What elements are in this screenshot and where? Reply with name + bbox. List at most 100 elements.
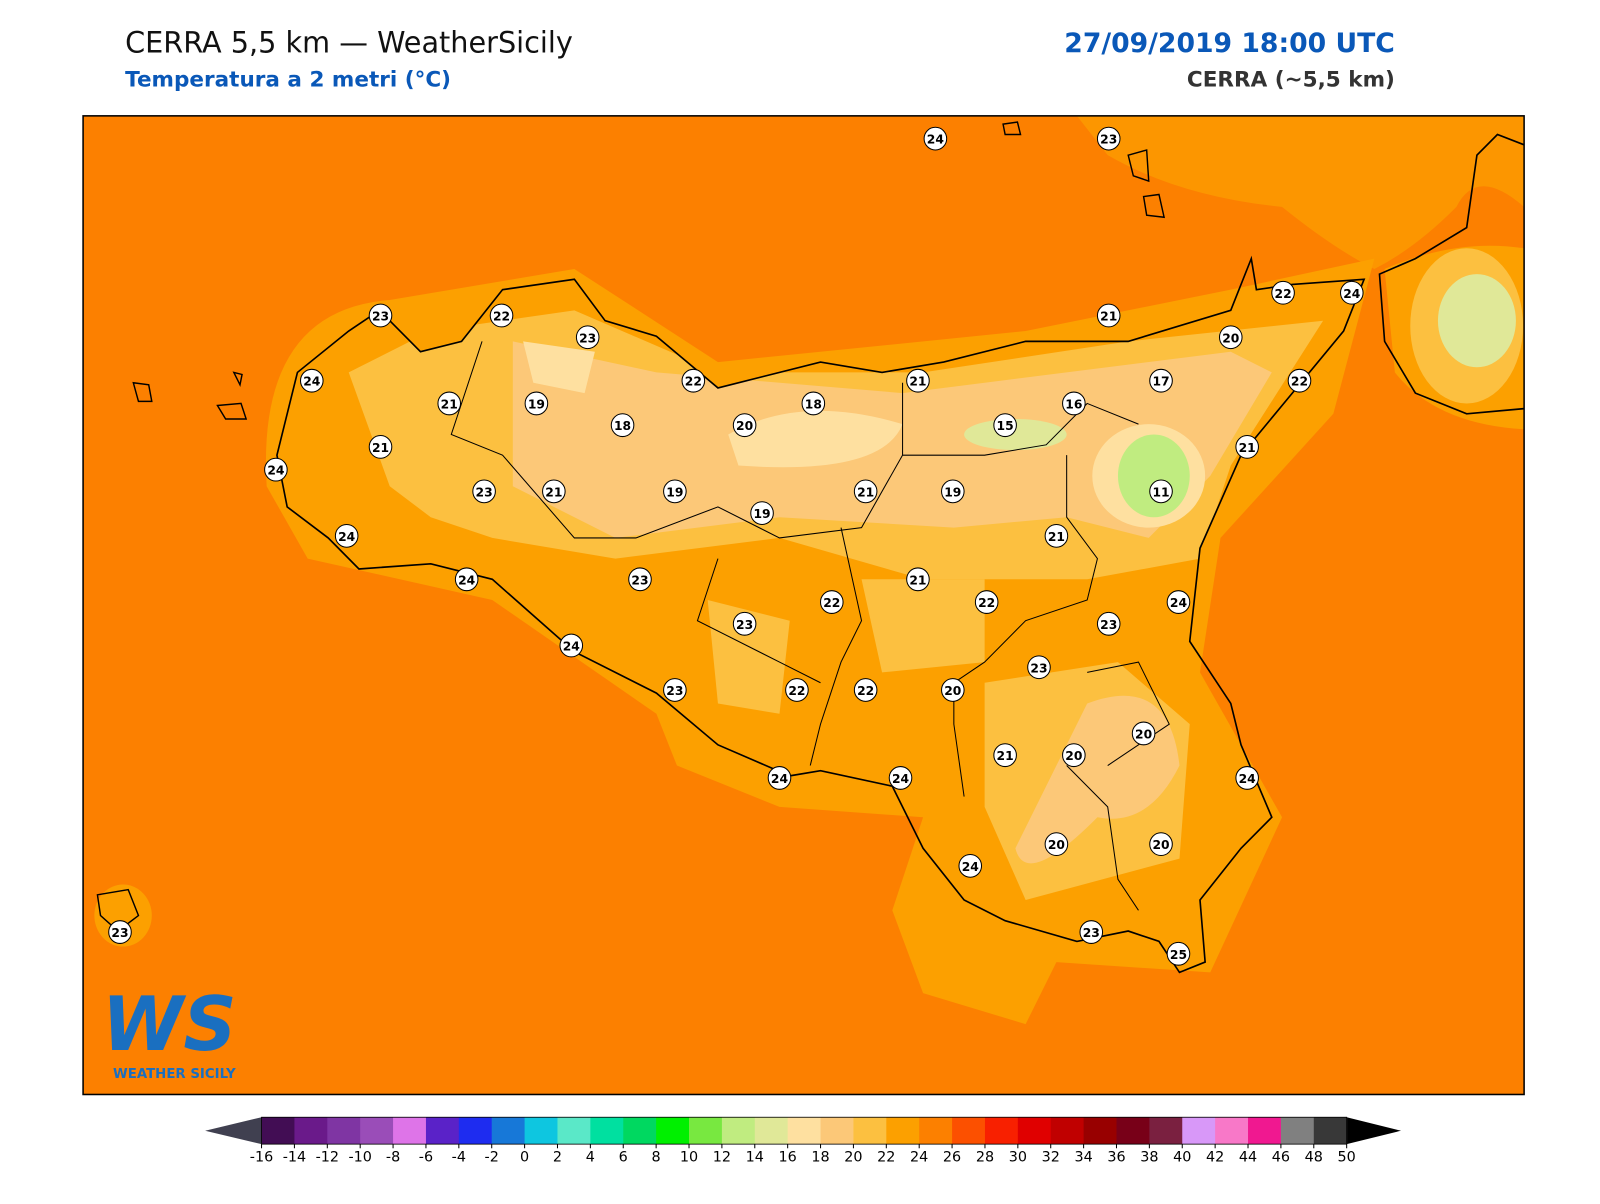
calabria-coast [1378, 133, 1525, 415]
etna-inner [1117, 434, 1190, 518]
station-marker [559, 633, 584, 658]
station-value: 22 [1275, 287, 1292, 301]
station-marker [1271, 280, 1295, 305]
colorbar-bin [623, 1117, 657, 1145]
station-value: 18 [614, 419, 631, 433]
colorbar-tick-label: 48 [1305, 1150, 1323, 1166]
colorbar-bin [1050, 1117, 1085, 1145]
colorbar-bin [1083, 1117, 1118, 1145]
colorbar-tick-label: 50 [1338, 1150, 1356, 1166]
colorbar-tick-label: -6 [419, 1150, 433, 1166]
station-value: 21 [441, 397, 458, 411]
station-value: 20 [1135, 727, 1153, 741]
colorbar-bin [327, 1117, 361, 1145]
colorbar-tick-label: 2 [553, 1150, 562, 1166]
colorbar-tick-label: 34 [1074, 1150, 1092, 1166]
station-marker [334, 523, 359, 548]
colorbar-tick-label: 46 [1272, 1150, 1290, 1166]
station-value: 25 [1170, 948, 1187, 962]
station-marker [1079, 920, 1104, 944]
colorbar-tick-label: 42 [1206, 1150, 1224, 1166]
colorbar-tick-label: 18 [811, 1150, 829, 1166]
station-value: 20 [1152, 838, 1170, 852]
station-marker [542, 479, 566, 504]
colorbar-bin [360, 1117, 394, 1145]
station-marker [524, 391, 549, 416]
station-value: 11 [1152, 485, 1169, 499]
station-value: 24 [267, 464, 285, 478]
station-marker [368, 303, 393, 328]
station-value: 19 [666, 485, 683, 499]
station-value: 23 [736, 618, 753, 632]
title: CERRA 5,5 km — WeatherSicily [125, 25, 573, 59]
station-marker [1287, 368, 1312, 393]
colorbar-bin [557, 1117, 591, 1145]
station-labels: 24 23 23 22 23 24 22 21 19 18 18 20 21 21 22 24 20 17 22 16… [108, 126, 1364, 966]
colorbar-tick-label: 22 [877, 1150, 895, 1166]
station-marker [1096, 303, 1121, 328]
field-calabria-core [1437, 274, 1516, 368]
station-marker [785, 678, 809, 702]
station-marker [368, 435, 393, 459]
station-marker [906, 567, 930, 592]
colorbar-tick-label: 0 [520, 1150, 529, 1166]
station-marker [472, 479, 496, 504]
station-marker [974, 590, 999, 614]
colorbar-tick-label: 4 [586, 1150, 595, 1166]
station-marker [732, 611, 757, 636]
colorbar-bin [689, 1117, 723, 1145]
colorbar-tick-label: 14 [746, 1150, 764, 1166]
station-value: 22 [978, 596, 995, 610]
station-marker [300, 368, 324, 393]
station-value: 22 [493, 310, 510, 324]
colorbar-bin [656, 1117, 690, 1145]
station-value: 23 [579, 331, 596, 345]
station-marker [888, 766, 913, 790]
station-marker [767, 766, 792, 790]
station-marker [941, 678, 965, 702]
station-value: 23 [372, 310, 389, 324]
station-value: 23 [1083, 926, 1100, 940]
station-value: 23 [111, 926, 128, 940]
colorbar-under [205, 1117, 262, 1145]
station-marker [923, 126, 948, 151]
station-value: 24 [1343, 287, 1361, 301]
station-value: 17 [1152, 375, 1169, 389]
station-marker [993, 413, 1017, 438]
station-marker [1166, 590, 1191, 614]
colorbar-tick-label: -16 [250, 1150, 273, 1166]
station-value: 21 [857, 485, 874, 499]
station-marker [732, 413, 757, 438]
colorbar-tick-label: 12 [713, 1150, 731, 1166]
colorbar-bin [458, 1117, 493, 1145]
station-marker [819, 590, 844, 614]
colorbar-bin [1149, 1117, 1183, 1145]
colorbar-bin [261, 1117, 295, 1145]
station-value: 24 [1170, 596, 1188, 610]
station-value: 21 [1239, 441, 1256, 455]
station-value: 22 [1291, 375, 1308, 389]
station-marker [853, 678, 878, 702]
station-marker [1149, 368, 1173, 393]
colorbar-tick-label: -2 [485, 1150, 499, 1166]
colorbar-tick-label: 44 [1239, 1150, 1257, 1166]
station-value: 19 [944, 485, 961, 499]
colorbar-tick-label: -10 [348, 1150, 371, 1166]
colorbar-bin [984, 1117, 1019, 1145]
station-marker [958, 853, 983, 878]
colorbar-tick-label: -12 [316, 1150, 339, 1166]
colorbar-bin [590, 1117, 624, 1145]
colorbar-bin [721, 1117, 756, 1145]
map-frame [82, 115, 1525, 1096]
station-marker [750, 501, 774, 525]
colorbar-bin [1313, 1117, 1348, 1145]
station-value: 24 [1239, 772, 1257, 786]
station-marker [1339, 280, 1364, 305]
station-marker [1044, 523, 1069, 548]
map-area: WS WEATHER SICILY [82, 115, 1525, 1096]
station-value: 23 [1030, 661, 1047, 675]
station-value: 20 [1048, 838, 1066, 852]
colorbar-tick-label: 36 [1107, 1150, 1125, 1166]
colorbar-bin [787, 1117, 822, 1145]
